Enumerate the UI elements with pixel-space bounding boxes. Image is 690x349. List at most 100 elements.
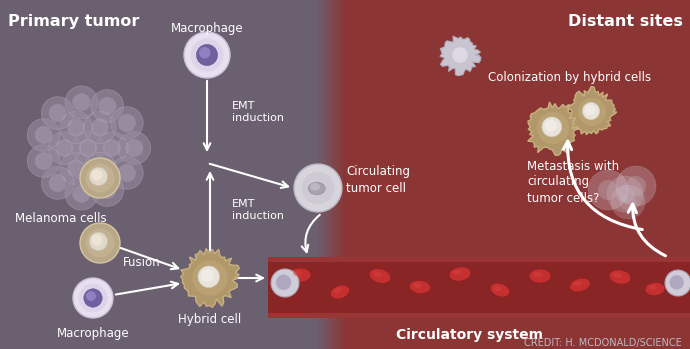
Circle shape — [92, 170, 102, 180]
Polygon shape — [528, 102, 581, 155]
Text: Melanoma cells: Melanoma cells — [15, 211, 107, 224]
Ellipse shape — [529, 269, 551, 283]
Ellipse shape — [289, 268, 311, 282]
Text: Circulating
tumor cell: Circulating tumor cell — [346, 165, 410, 194]
Circle shape — [620, 193, 636, 210]
Circle shape — [91, 118, 109, 136]
Circle shape — [616, 185, 634, 203]
Text: Macrophage: Macrophage — [170, 22, 244, 35]
Circle shape — [34, 126, 52, 144]
Bar — [345, 0, 690, 349]
Text: CREDIT: H. MCDONALD/SCIENCE: CREDIT: H. MCDONALD/SCIENCE — [524, 338, 682, 348]
Circle shape — [89, 167, 108, 186]
Circle shape — [110, 157, 144, 189]
Circle shape — [91, 174, 124, 206]
Circle shape — [582, 102, 600, 120]
Circle shape — [49, 174, 67, 192]
Circle shape — [72, 132, 104, 164]
Circle shape — [198, 266, 219, 288]
Circle shape — [665, 270, 690, 296]
Circle shape — [544, 120, 557, 132]
Text: Fusion: Fusion — [124, 255, 161, 268]
Circle shape — [118, 164, 136, 182]
Circle shape — [184, 32, 230, 78]
Ellipse shape — [570, 278, 590, 292]
Circle shape — [616, 166, 656, 206]
Circle shape — [89, 232, 108, 251]
Ellipse shape — [494, 286, 501, 291]
Ellipse shape — [410, 281, 431, 294]
Circle shape — [126, 139, 144, 157]
Circle shape — [49, 104, 67, 122]
Bar — [268, 313, 690, 318]
Text: Hybrid cell: Hybrid cell — [179, 313, 242, 326]
Circle shape — [626, 176, 646, 196]
Circle shape — [578, 98, 606, 126]
Ellipse shape — [533, 272, 542, 277]
Ellipse shape — [609, 270, 631, 284]
Ellipse shape — [369, 269, 391, 283]
Circle shape — [28, 119, 60, 151]
Ellipse shape — [308, 182, 325, 195]
Polygon shape — [440, 36, 481, 76]
Circle shape — [302, 172, 335, 204]
Circle shape — [452, 47, 468, 63]
Circle shape — [86, 164, 115, 192]
Circle shape — [199, 47, 210, 58]
Circle shape — [607, 176, 643, 212]
Circle shape — [79, 284, 108, 312]
Circle shape — [611, 185, 645, 219]
Ellipse shape — [453, 269, 462, 275]
Circle shape — [537, 112, 569, 144]
Ellipse shape — [491, 283, 510, 297]
Circle shape — [86, 229, 115, 258]
Circle shape — [55, 139, 73, 157]
Text: Macrophage: Macrophage — [57, 327, 129, 340]
Circle shape — [41, 97, 74, 129]
Circle shape — [80, 158, 120, 198]
Text: Primary tumor: Primary tumor — [8, 14, 139, 29]
Bar — [268, 257, 690, 262]
Text: Metastasis with
circulating
tumor cells?: Metastasis with circulating tumor cells? — [527, 159, 619, 205]
Text: EMT
induction: EMT induction — [232, 101, 284, 123]
Circle shape — [193, 260, 228, 296]
Circle shape — [118, 132, 150, 164]
Circle shape — [197, 44, 217, 66]
Circle shape — [80, 223, 120, 263]
Ellipse shape — [413, 283, 422, 288]
Circle shape — [83, 152, 116, 185]
Bar — [268, 262, 690, 313]
Bar — [0, 0, 345, 349]
Circle shape — [72, 93, 90, 111]
Circle shape — [588, 170, 628, 210]
Circle shape — [73, 278, 113, 318]
Circle shape — [60, 152, 92, 185]
Text: Distant sites: Distant sites — [568, 14, 683, 29]
Ellipse shape — [293, 271, 302, 276]
Circle shape — [48, 132, 81, 164]
Circle shape — [65, 86, 98, 119]
Circle shape — [598, 180, 618, 200]
Circle shape — [86, 291, 96, 301]
Polygon shape — [181, 248, 239, 307]
Circle shape — [190, 38, 224, 72]
Circle shape — [585, 105, 595, 115]
Circle shape — [103, 139, 121, 157]
Circle shape — [98, 97, 116, 115]
Circle shape — [276, 275, 291, 290]
Ellipse shape — [645, 282, 665, 296]
Text: EMT
induction: EMT induction — [232, 199, 284, 221]
Ellipse shape — [373, 272, 382, 277]
Circle shape — [271, 269, 299, 297]
Ellipse shape — [334, 288, 342, 293]
Polygon shape — [567, 87, 617, 135]
Circle shape — [83, 289, 102, 307]
Circle shape — [542, 117, 562, 137]
Circle shape — [67, 118, 85, 136]
Ellipse shape — [613, 273, 622, 278]
Circle shape — [65, 177, 98, 210]
Ellipse shape — [649, 285, 656, 290]
Circle shape — [294, 164, 342, 212]
Circle shape — [34, 152, 52, 170]
Circle shape — [28, 145, 60, 177]
